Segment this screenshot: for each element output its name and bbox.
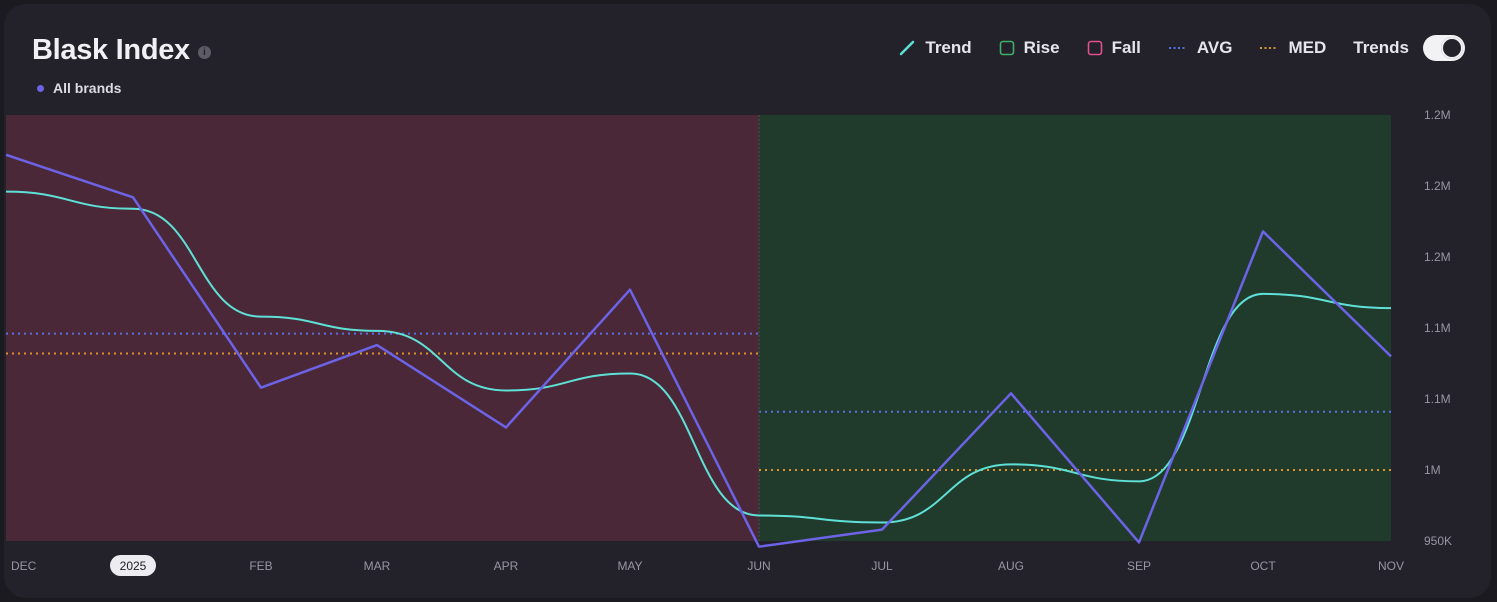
med-dotted-line-icon <box>1259 45 1279 51</box>
legend-avg[interactable]: AVG <box>1168 38 1233 58</box>
legend-med-label: MED <box>1288 38 1327 57</box>
chart-title: Blask Index <box>32 34 190 66</box>
x-tick-label: JUL <box>871 559 893 573</box>
legend-fall[interactable]: Fall <box>1087 38 1141 58</box>
y-tick-label: 1M <box>1424 463 1441 477</box>
avg-dotted-line-icon <box>1168 45 1188 51</box>
trends-toggle-group: Trends <box>1353 35 1465 61</box>
fall-region <box>6 115 759 541</box>
x-tick-label: MAY <box>617 559 642 573</box>
brand-filter[interactable]: All brands <box>37 80 121 96</box>
rise-square-icon <box>999 40 1015 56</box>
x-tick-label: SEP <box>1127 559 1151 573</box>
legend-avg-label: AVG <box>1196 38 1233 57</box>
rise-region <box>759 115 1391 541</box>
fall-square-icon <box>1087 40 1103 56</box>
y-tick-label: 1.1M <box>1424 321 1451 335</box>
trends-toggle[interactable] <box>1423 35 1465 61</box>
x-tick-label: AUG <box>998 559 1024 573</box>
trend-line-icon <box>898 39 916 57</box>
legend-rise[interactable]: Rise <box>999 38 1060 58</box>
y-tick-label: 1.2M <box>1424 250 1451 264</box>
legend-trend[interactable]: Trend <box>898 38 972 58</box>
x-tick-label: JUN <box>747 559 770 573</box>
x-tick-label: DEC <box>11 559 37 573</box>
legend-rise-label: Rise <box>1023 38 1060 57</box>
legend: Trend Rise Fall AVG MED Tren <box>871 35 1465 61</box>
x-tick-label: FEB <box>249 559 272 573</box>
x-tick-label: MAR <box>364 559 391 573</box>
y-tick-label: 1.2M <box>1424 179 1451 193</box>
x-tick-label: APR <box>494 559 519 573</box>
toggle-knob <box>1441 37 1463 59</box>
legend-trend-label: Trend <box>925 38 972 57</box>
brand-label: All brands <box>53 80 122 96</box>
x-tick-label-year: 2025 <box>120 559 147 573</box>
y-tick-label: 1.1M <box>1424 392 1451 406</box>
x-tick-label: OCT <box>1250 559 1276 573</box>
trends-toggle-label: Trends <box>1353 38 1409 57</box>
legend-fall-label: Fall <box>1111 38 1141 57</box>
y-tick-label: 950K <box>1424 534 1452 548</box>
series-line-all-brands <box>5 153 1392 548</box>
x-tick-label: NOV <box>1378 559 1404 573</box>
legend-med[interactable]: MED <box>1259 38 1326 58</box>
info-icon[interactable]: i <box>197 46 211 59</box>
year-pill <box>110 555 156 576</box>
title-row: Blask Index i <box>32 34 211 67</box>
y-tick-label: 1.2M <box>1424 108 1451 122</box>
brand-dot-icon <box>37 84 44 92</box>
